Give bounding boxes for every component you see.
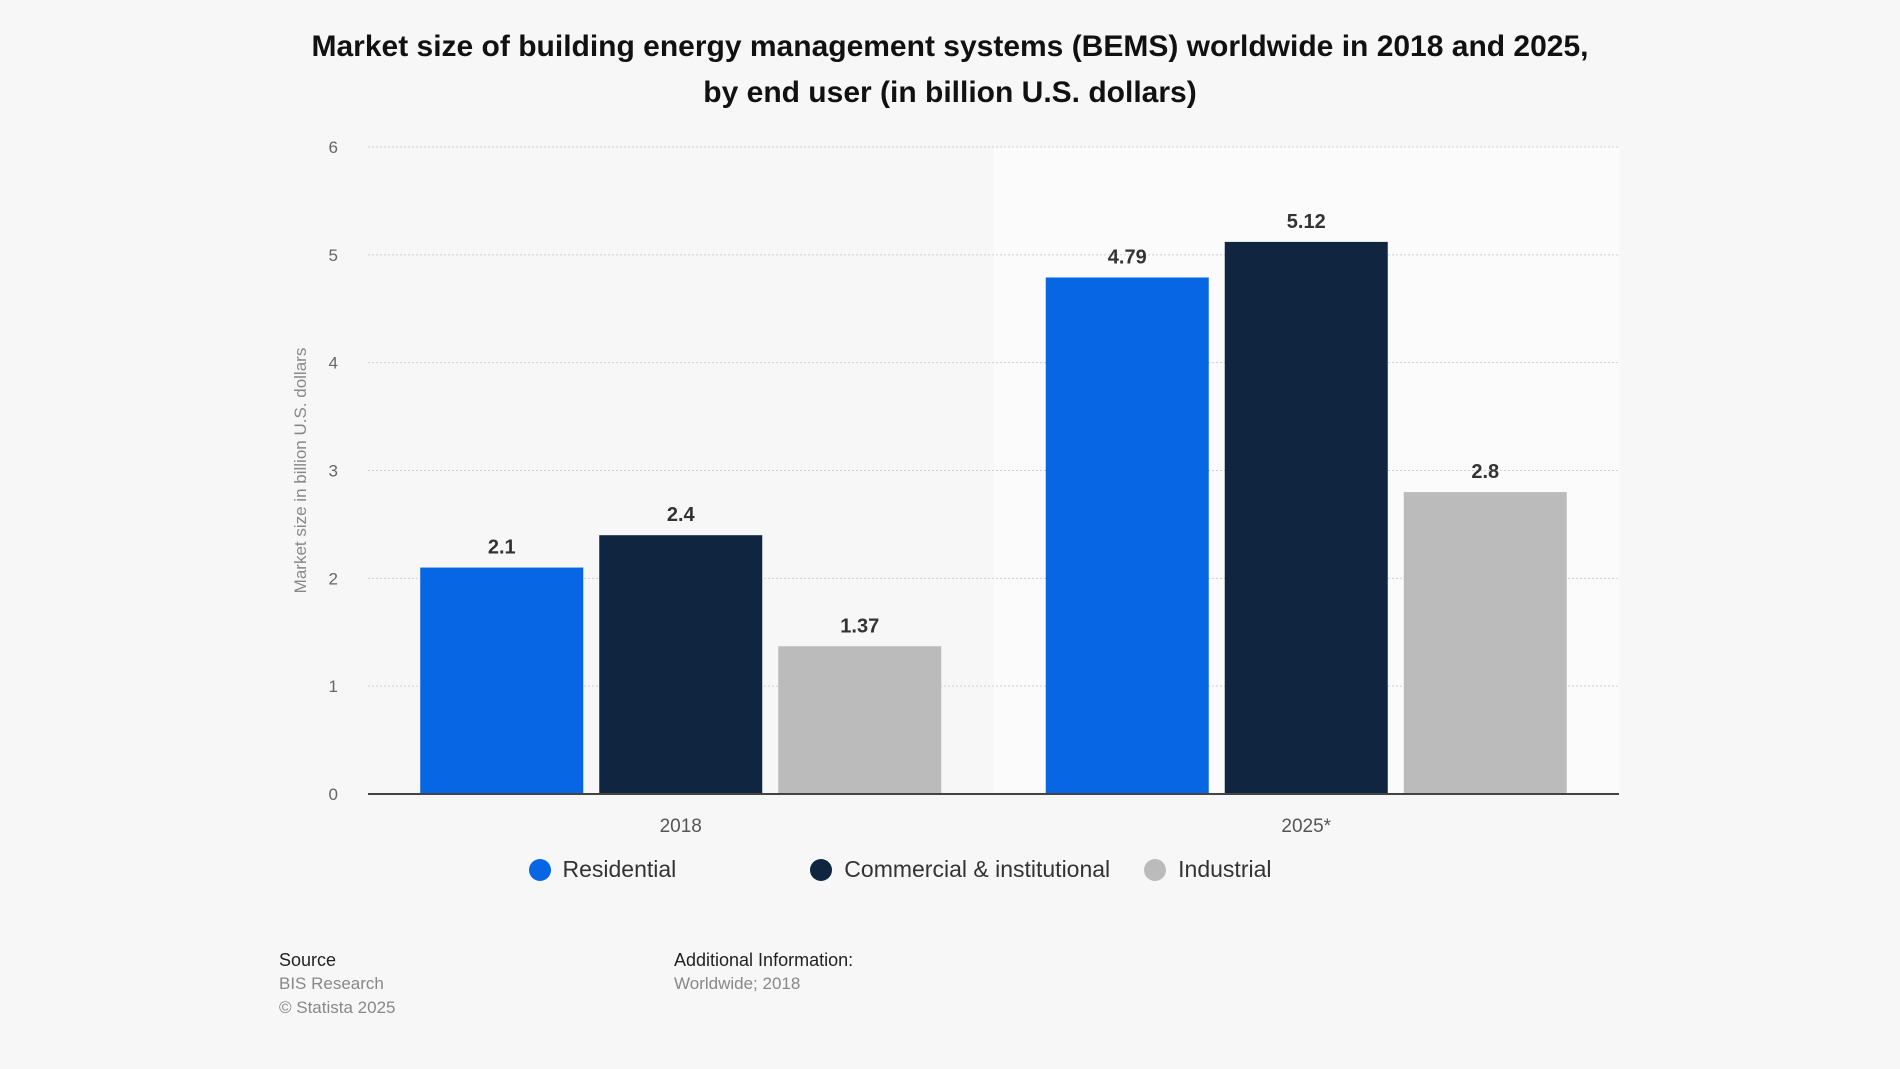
additional-heading: Additional Information: bbox=[674, 950, 854, 970]
bar-residential-2018 bbox=[420, 567, 584, 794]
bar-chart: 0 1 2 3 4 5 6 Market size in billion U.S. dolla… bbox=[291, 138, 1619, 837]
y-tick-label: 0 bbox=[329, 785, 338, 804]
legend-item[interactable]: Industrial bbox=[1144, 856, 1272, 883]
x-tick-label: 2025* bbox=[1281, 816, 1331, 837]
copyright: © Statista 2025 bbox=[279, 998, 396, 1017]
y-tick-label: 6 bbox=[329, 138, 338, 157]
bar-industrial-2025 bbox=[1403, 492, 1567, 794]
legend: Residential Commercial & institutional Ind… bbox=[0, 856, 1900, 883]
y-tick-label: 5 bbox=[329, 246, 338, 265]
legend-marker-icon bbox=[810, 858, 833, 881]
y-tick-label: 4 bbox=[329, 354, 338, 373]
x-tick-label: 2018 bbox=[660, 816, 702, 837]
y-tick-label: 2 bbox=[329, 569, 338, 588]
legend-label: Commercial & institutional bbox=[844, 856, 1111, 882]
bar-industrial-2018 bbox=[778, 646, 942, 794]
y-tick-label: 3 bbox=[329, 462, 338, 481]
legend-item[interactable]: Commercial & institutional bbox=[810, 856, 1110, 883]
bar-commercial-institutional-2025 bbox=[1224, 241, 1388, 795]
legend-label: Industrial bbox=[1178, 856, 1272, 882]
legend-item[interactable]: Residential bbox=[528, 856, 677, 883]
additional-info-block: Additional Information: Worldwide; 2018 bbox=[674, 948, 853, 996]
data-label: 2.8 bbox=[1471, 461, 1499, 483]
additional-info: Worldwide; 2018 bbox=[674, 974, 801, 993]
legend-marker-icon bbox=[1144, 858, 1167, 881]
source-block: Source BIS Research © Statista 2025 bbox=[279, 948, 396, 1020]
data-label: 5.12 bbox=[1287, 211, 1326, 233]
legend-label: Residential bbox=[562, 856, 677, 882]
source-link[interactable]: BIS Research bbox=[279, 974, 384, 993]
bar-residential-2025 bbox=[1045, 277, 1209, 794]
y-axis-label: Market size in billion U.S. dollars bbox=[291, 348, 310, 594]
data-label: 1.37 bbox=[840, 615, 879, 637]
source-heading: Source bbox=[279, 950, 337, 970]
data-label: 2.4 bbox=[667, 504, 696, 526]
data-label: 4.79 bbox=[1108, 246, 1147, 268]
bar-commercial-institutional-2018 bbox=[599, 535, 763, 794]
chart-title: Market size of building energy managemen… bbox=[311, 30, 1589, 109]
data-label: 2.1 bbox=[488, 537, 516, 559]
legend-marker-icon bbox=[528, 858, 551, 881]
y-tick-label: 1 bbox=[329, 677, 338, 696]
